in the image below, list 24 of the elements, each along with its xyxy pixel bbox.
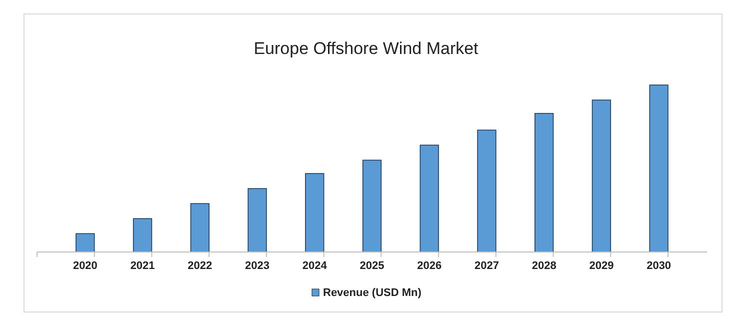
- bar: [132, 218, 152, 252]
- x-tick-label: 2029: [589, 260, 614, 272]
- x-tick-label: 2026: [417, 260, 442, 272]
- x-tick-label: 2025: [360, 260, 384, 272]
- bar: [305, 173, 324, 252]
- x-tick-label: 2022: [188, 260, 212, 272]
- x-tick-label: 2030: [646, 260, 672, 272]
- bar: [649, 84, 668, 252]
- x-tick-label: 2021: [130, 260, 155, 272]
- x-tick-label: 2023: [245, 260, 270, 272]
- bar: [76, 233, 95, 252]
- legend-label: Revenue (USD Mn): [323, 287, 422, 299]
- bar: [362, 160, 382, 252]
- bar: [420, 144, 439, 252]
- bar: [248, 188, 267, 252]
- bar: [534, 112, 554, 252]
- x-tick-label: 2024: [302, 260, 328, 272]
- bar: [190, 203, 210, 252]
- bar: [477, 130, 496, 252]
- x-tick-label: 2028: [532, 260, 556, 272]
- bar: [592, 100, 612, 252]
- x-tick-label: 2020: [72, 260, 98, 272]
- chart-title: Europe Offshore Wind Market: [254, 39, 479, 58]
- x-tick-label: 2027: [474, 260, 499, 272]
